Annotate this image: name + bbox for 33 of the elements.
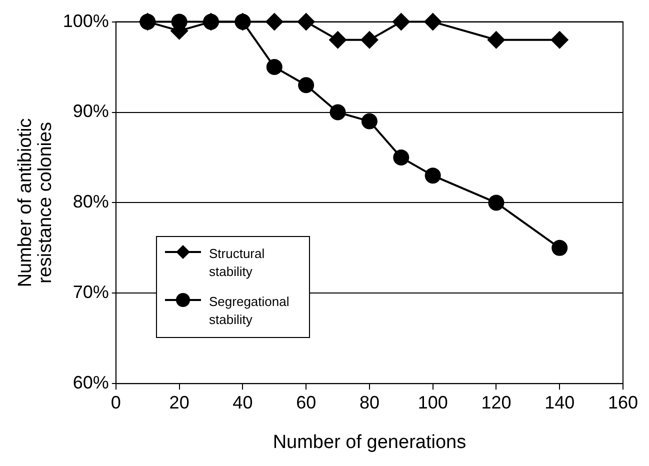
y-axis-title: Number of antibiotic resistance colonies — [15, 118, 56, 288]
point — [361, 113, 378, 130]
y-tick-label: 70% — [72, 282, 109, 302]
point — [552, 240, 568, 256]
legend-label: Structural stability — [209, 245, 266, 281]
point — [393, 149, 410, 166]
x-tick-label: 20 — [169, 392, 190, 412]
point — [487, 30, 506, 49]
y-tick-label: 100% — [62, 10, 109, 31]
x-tick-label: 140 — [544, 392, 575, 412]
point — [203, 14, 220, 30]
x-tick-label: 100 — [418, 392, 448, 412]
x-tick-label: 0 — [110, 392, 121, 412]
point — [488, 194, 504, 211]
point — [330, 104, 346, 120]
x-tick-label: 120 — [481, 392, 512, 412]
point — [360, 30, 378, 49]
point — [140, 14, 156, 30]
y-tick-label: 90% — [72, 101, 109, 122]
point — [298, 77, 314, 94]
point — [266, 59, 282, 76]
point — [328, 30, 347, 49]
y-tick-label: 60% — [72, 372, 109, 393]
y-tick-label: 80% — [72, 192, 109, 212]
x-tick-label: 80 — [359, 392, 380, 412]
x-tick-label: 60 — [296, 392, 316, 412]
point — [424, 168, 441, 184]
x-tick-label: 160 — [608, 392, 638, 412]
x-tick-label: 40 — [232, 392, 253, 412]
legend-label: Segregational stability — [209, 293, 290, 329]
x-axis-title: Number of generations — [272, 432, 466, 453]
point — [234, 14, 251, 30]
point — [550, 30, 569, 49]
